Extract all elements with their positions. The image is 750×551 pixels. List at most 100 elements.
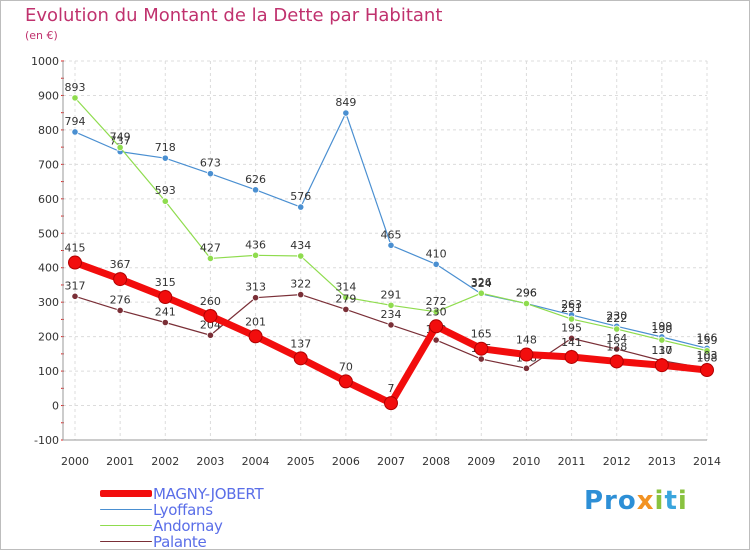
data-label-lyoffans: 794	[65, 115, 86, 128]
legend-label-palante: Palante	[153, 533, 207, 551]
data-label-lyoffans: 718	[155, 141, 176, 154]
legend-label-lyoffans: Lyoffans	[153, 501, 213, 519]
x-tick-label: 2011	[558, 455, 586, 468]
data-label-andornay: 272	[426, 295, 447, 308]
x-tick-label: 2009	[467, 455, 495, 468]
data-label-magny-jobert: 415	[65, 242, 86, 255]
data-label-andornay: 427	[200, 241, 221, 254]
x-tick-label: 2007	[377, 455, 405, 468]
x-tick-label: 2002	[151, 455, 179, 468]
x-tick-label: 2004	[242, 455, 270, 468]
data-point-palante	[522, 364, 531, 372]
data-point-palante	[567, 334, 576, 342]
x-tick-label: 2000	[61, 455, 89, 468]
legend-item-magny-jobert[interactable]: MAGNY-JOBERT	[100, 485, 360, 503]
data-label-magny-jobert: 117	[651, 344, 672, 357]
x-tick-label: 2005	[287, 455, 315, 468]
data-point-andornay	[206, 254, 215, 263]
data-point-magny-jobert	[338, 374, 353, 389]
data-label-andornay: 593	[155, 184, 176, 197]
data-label-palante: 276	[110, 293, 131, 306]
data-point-palante	[342, 305, 350, 314]
data-label-andornay: 190	[651, 323, 672, 336]
y-tick-label: 1000	[31, 55, 59, 68]
logo-part-4: t	[664, 486, 678, 516]
data-point-lyoffans	[251, 186, 260, 194]
x-tick-label: 2012	[603, 455, 631, 468]
data-label-magny-jobert: 141	[561, 336, 582, 349]
data-label-magny-jobert: 148	[516, 334, 537, 347]
data-label-palante: 317	[65, 279, 86, 292]
data-label-andornay: 222	[606, 312, 627, 325]
x-tick-label: 2014	[693, 455, 721, 468]
data-point-andornay	[567, 315, 576, 323]
data-label-palante: 313	[245, 281, 266, 294]
legend: MAGNY-JOBERT Lyoffans Andornay Palante	[100, 485, 360, 551]
plot-area	[63, 61, 707, 440]
data-label-lyoffans: 230	[606, 309, 627, 322]
data-label-magny-jobert: 201	[245, 315, 266, 328]
data-label-andornay: 893	[65, 81, 86, 94]
data-point-magny-jobert	[700, 363, 714, 378]
data-point-magny-jobert	[429, 319, 444, 334]
y-tick-label: 100	[38, 365, 59, 378]
data-point-lyoffans	[432, 260, 440, 268]
data-point-andornay	[703, 347, 711, 355]
y-tick-label: 700	[38, 158, 59, 171]
data-label-magny-jobert: 128	[606, 340, 627, 353]
data-point-lyoffans	[342, 109, 350, 117]
data-label-andornay: 159	[697, 334, 718, 347]
data-label-magny-jobert: 7	[388, 382, 395, 395]
data-point-magny-jobert	[203, 308, 218, 323]
y-tick-label: 0	[52, 400, 59, 413]
data-label-palante: 241	[155, 306, 176, 319]
data-point-palante	[116, 306, 124, 315]
data-point-palante	[71, 292, 79, 300]
data-point-andornay	[658, 336, 666, 344]
data-point-lyoffans	[206, 170, 215, 178]
data-point-palante	[477, 355, 485, 363]
x-tick-label: 2006	[332, 455, 360, 468]
data-point-palante	[613, 345, 621, 353]
data-point-magny-jobert	[609, 354, 624, 369]
data-point-andornay	[522, 299, 531, 308]
y-tick-label: 200	[38, 331, 59, 344]
legend-item-palante[interactable]: Palante	[100, 533, 360, 551]
x-tick-label: 2003	[196, 455, 224, 468]
chart-subtitle: (en €)	[25, 29, 58, 42]
y-tick-label: 500	[38, 227, 59, 240]
legend-item-andornay[interactable]: Andornay	[100, 517, 360, 535]
data-point-andornay	[71, 94, 79, 102]
data-point-lyoffans	[297, 203, 305, 211]
data-label-lyoffans: 199	[651, 320, 672, 333]
legend-label-andornay: Andornay	[153, 517, 223, 535]
y-tick-label: 800	[38, 124, 59, 137]
data-point-magny-jobert	[654, 358, 669, 373]
legend-swatch-lyoffans	[100, 509, 152, 510]
logo-part-3: i	[654, 486, 665, 516]
data-point-magny-jobert	[113, 272, 128, 287]
x-tick-label: 2013	[648, 455, 676, 468]
data-point-andornay	[297, 252, 305, 260]
data-label-lyoffans: 410	[426, 247, 447, 260]
data-label-andornay: 749	[110, 130, 131, 143]
data-label-andornay: 326	[471, 276, 492, 289]
legend-item-lyoffans[interactable]: Lyoffans	[100, 501, 360, 519]
legend-swatch-andornay	[100, 525, 152, 526]
y-tick-label: 400	[38, 262, 59, 275]
data-label-andornay: 314	[335, 280, 356, 293]
logo-part-2: x	[636, 486, 655, 516]
data-point-andornay	[251, 251, 260, 259]
data-point-palante	[206, 331, 215, 339]
y-tick-label: -100	[34, 434, 59, 447]
data-point-andornay	[613, 325, 621, 333]
data-point-magny-jobert	[519, 347, 534, 362]
data-label-andornay: 296	[516, 287, 537, 300]
y-tick-label: 600	[38, 193, 59, 206]
data-label-palante: 279	[335, 292, 356, 305]
data-label-magny-jobert: 70	[339, 360, 353, 373]
data-label-magny-jobert: 367	[110, 258, 131, 271]
legend-label-magny-jobert: MAGNY-JOBERT	[153, 485, 264, 503]
data-point-lyoffans	[71, 128, 79, 136]
